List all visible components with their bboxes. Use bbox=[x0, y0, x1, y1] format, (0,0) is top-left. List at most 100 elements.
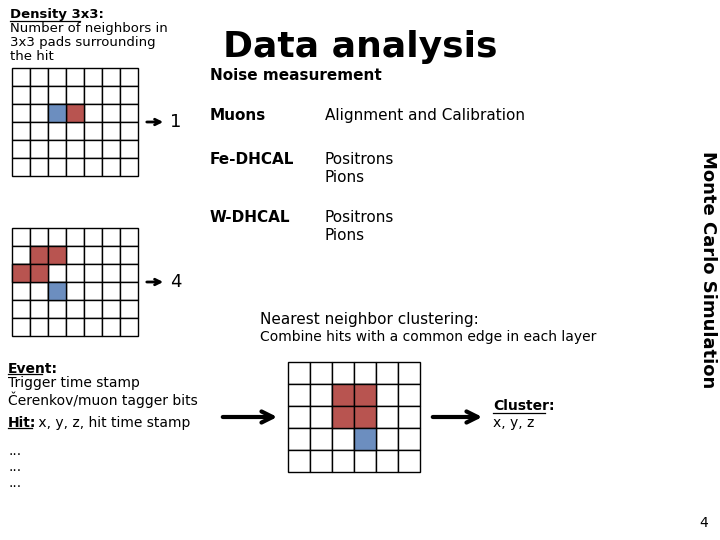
Bar bbox=[66, 318, 84, 336]
Bar bbox=[30, 264, 48, 282]
Bar bbox=[376, 406, 398, 428]
Bar bbox=[48, 282, 66, 300]
Text: 1: 1 bbox=[170, 113, 181, 131]
Bar bbox=[376, 384, 398, 406]
Bar bbox=[310, 406, 332, 428]
Bar bbox=[310, 362, 332, 384]
Bar bbox=[288, 428, 310, 450]
Bar bbox=[48, 228, 66, 246]
Bar bbox=[12, 246, 30, 264]
Text: Positrons: Positrons bbox=[325, 210, 395, 225]
Bar bbox=[120, 264, 138, 282]
Bar bbox=[120, 140, 138, 158]
Bar bbox=[376, 450, 398, 472]
Bar bbox=[66, 158, 84, 176]
Bar bbox=[354, 384, 376, 406]
Text: Pions: Pions bbox=[325, 228, 365, 243]
Text: W-DHCAL: W-DHCAL bbox=[210, 210, 290, 225]
Bar bbox=[30, 228, 48, 246]
Bar bbox=[288, 406, 310, 428]
Bar bbox=[66, 104, 84, 122]
Bar bbox=[102, 318, 120, 336]
Bar bbox=[12, 318, 30, 336]
Text: Number of neighbors in: Number of neighbors in bbox=[10, 22, 168, 35]
Text: Positrons: Positrons bbox=[325, 152, 395, 167]
Bar bbox=[84, 140, 102, 158]
Bar bbox=[48, 246, 66, 264]
Bar bbox=[332, 384, 354, 406]
Bar bbox=[30, 318, 48, 336]
Bar bbox=[102, 104, 120, 122]
Bar bbox=[30, 86, 48, 104]
Bar bbox=[354, 428, 376, 450]
Bar bbox=[30, 282, 48, 300]
Bar bbox=[30, 68, 48, 86]
Bar bbox=[84, 264, 102, 282]
Bar bbox=[84, 318, 102, 336]
Bar bbox=[398, 384, 420, 406]
Bar bbox=[102, 228, 120, 246]
Bar bbox=[120, 228, 138, 246]
Bar bbox=[30, 140, 48, 158]
Bar bbox=[12, 228, 30, 246]
Bar bbox=[398, 450, 420, 472]
Bar bbox=[48, 282, 66, 300]
Bar bbox=[12, 140, 30, 158]
Bar bbox=[84, 104, 102, 122]
Bar bbox=[30, 246, 48, 264]
Text: the hit: the hit bbox=[10, 50, 54, 63]
Bar bbox=[376, 362, 398, 384]
Bar bbox=[48, 140, 66, 158]
Text: Nearest neighbor clustering:: Nearest neighbor clustering: bbox=[260, 312, 479, 327]
Bar bbox=[12, 282, 30, 300]
Bar bbox=[12, 300, 30, 318]
Bar bbox=[12, 122, 30, 140]
Bar bbox=[332, 384, 354, 406]
Bar bbox=[354, 428, 376, 450]
Text: Event:: Event: bbox=[8, 362, 58, 376]
Bar bbox=[376, 428, 398, 450]
Text: Hit:: Hit: bbox=[8, 416, 37, 430]
Bar bbox=[48, 86, 66, 104]
Bar bbox=[332, 406, 354, 428]
Bar bbox=[48, 104, 66, 122]
Bar bbox=[48, 68, 66, 86]
Text: Data analysis: Data analysis bbox=[222, 30, 498, 64]
Text: x, y, z, hit time stamp: x, y, z, hit time stamp bbox=[34, 416, 190, 430]
Bar bbox=[48, 246, 66, 264]
Bar bbox=[12, 86, 30, 104]
Bar bbox=[102, 86, 120, 104]
Bar bbox=[66, 122, 84, 140]
Bar bbox=[84, 228, 102, 246]
Bar bbox=[120, 300, 138, 318]
Bar bbox=[84, 282, 102, 300]
Bar bbox=[30, 300, 48, 318]
Bar bbox=[120, 282, 138, 300]
Bar bbox=[310, 450, 332, 472]
Text: Density 3x3:: Density 3x3: bbox=[10, 8, 104, 21]
Bar bbox=[288, 450, 310, 472]
Bar bbox=[102, 264, 120, 282]
Bar bbox=[12, 68, 30, 86]
Bar bbox=[120, 68, 138, 86]
Bar bbox=[66, 282, 84, 300]
Bar bbox=[30, 264, 48, 282]
Bar bbox=[288, 362, 310, 384]
Text: ...: ... bbox=[8, 444, 21, 458]
Text: x, y, z: x, y, z bbox=[493, 416, 534, 430]
Bar bbox=[48, 300, 66, 318]
Bar bbox=[102, 140, 120, 158]
Bar bbox=[48, 264, 66, 282]
Bar bbox=[12, 158, 30, 176]
Bar bbox=[30, 104, 48, 122]
Bar bbox=[30, 158, 48, 176]
Bar bbox=[66, 68, 84, 86]
Bar bbox=[102, 158, 120, 176]
Bar bbox=[332, 362, 354, 384]
Bar bbox=[12, 264, 30, 282]
Text: Cluster:: Cluster: bbox=[493, 399, 554, 413]
Text: ...: ... bbox=[8, 460, 21, 474]
Text: Combine hits with a common edge in each layer: Combine hits with a common edge in each … bbox=[260, 330, 596, 344]
Bar bbox=[48, 158, 66, 176]
Bar bbox=[120, 104, 138, 122]
